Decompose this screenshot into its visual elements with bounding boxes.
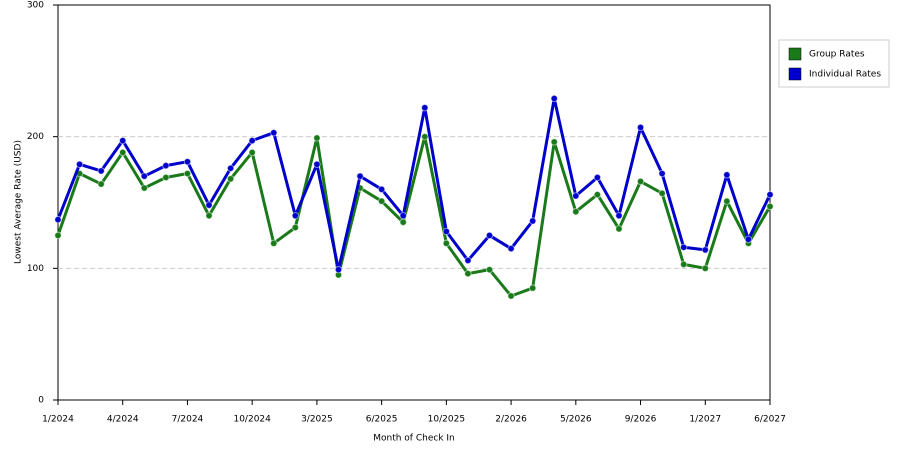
data-point	[248, 136, 256, 145]
data-point	[291, 211, 300, 220]
data-point	[636, 177, 645, 186]
x-tick-label: 7/2024	[172, 415, 204, 425]
data-point	[119, 148, 127, 157]
data-point	[442, 227, 451, 236]
y-tick-label: 200	[27, 132, 44, 142]
data-point	[183, 169, 192, 178]
data-point	[248, 148, 256, 157]
data-point	[766, 190, 774, 199]
x-tick-label: 6/2025	[366, 415, 398, 425]
data-point	[658, 189, 666, 197]
x-tick-label: 5/2026	[560, 415, 592, 425]
data-point	[464, 256, 472, 265]
data-point	[528, 217, 537, 225]
legend-label: Individual Rates	[809, 70, 881, 80]
data-point	[313, 134, 321, 142]
plot-frame	[57, 4, 771, 401]
data-point	[356, 172, 364, 180]
data-point	[766, 202, 774, 211]
x-tick-label: 4/2024	[107, 415, 139, 425]
data-point	[528, 284, 537, 292]
data-point	[54, 231, 62, 240]
data-point	[162, 161, 170, 170]
x-tick-label: 10/2025	[428, 415, 465, 425]
data-point	[572, 192, 580, 200]
data-point	[97, 167, 105, 175]
data-point	[723, 171, 731, 179]
data-point	[226, 164, 235, 172]
legend-label: Group Rates	[809, 50, 865, 60]
data-point	[658, 169, 666, 178]
y-tick-label: 100	[27, 264, 44, 274]
data-point	[119, 136, 127, 145]
data-point	[270, 129, 278, 137]
data-point	[615, 225, 623, 233]
data-point	[97, 180, 105, 188]
data-point	[636, 123, 645, 132]
data-point	[701, 264, 709, 273]
data-point	[226, 175, 235, 183]
data-point	[507, 244, 515, 253]
x-tick-label: 2/2026	[495, 415, 527, 425]
legend-swatch	[788, 67, 802, 81]
data-point	[399, 218, 407, 226]
x-axis-label: Month of Check In	[373, 434, 455, 444]
y-tick-label: 300	[27, 1, 44, 11]
data-point	[205, 201, 213, 209]
x-tick-label: 9/2026	[625, 415, 657, 425]
data-point	[313, 160, 321, 169]
data-point	[140, 184, 149, 192]
data-point	[723, 197, 731, 205]
data-point	[464, 269, 472, 278]
series-line	[56, 96, 772, 272]
data-point	[140, 172, 149, 180]
data-point	[572, 208, 580, 216]
data-point	[377, 197, 386, 205]
data-point	[442, 239, 451, 248]
data-point	[377, 185, 386, 194]
data-point	[550, 94, 558, 103]
data-point	[421, 132, 429, 141]
x-tick-label: 1/2027	[689, 415, 721, 425]
data-point	[485, 265, 494, 274]
x-tick-label: 6/2027	[754, 415, 786, 425]
data-point	[485, 231, 494, 240]
series-line	[56, 135, 772, 298]
x-tick-label: 1/2024	[42, 415, 74, 425]
data-point	[54, 215, 62, 224]
data-point	[679, 243, 688, 251]
data-point	[399, 211, 407, 220]
x-tick-label: 10/2024	[233, 415, 271, 425]
data-point	[679, 260, 688, 269]
x-tick-label: 3/2025	[301, 415, 333, 425]
data-point	[593, 190, 602, 199]
data-point	[334, 265, 343, 274]
y-axis-label: Lowest Average Rate (USD)	[14, 140, 24, 264]
data-point	[183, 157, 192, 166]
data-point	[291, 223, 300, 232]
data-point	[421, 104, 429, 112]
data-point	[507, 292, 515, 300]
legend-swatch	[788, 47, 802, 61]
y-tick-label: 0	[38, 396, 44, 406]
data-point	[162, 173, 170, 182]
data-point	[615, 211, 623, 220]
data-point	[205, 211, 213, 220]
data-point	[550, 138, 558, 146]
data-point	[270, 239, 278, 248]
data-point	[701, 246, 709, 254]
data-point	[75, 160, 84, 169]
data-point	[593, 173, 602, 182]
data-point	[744, 235, 753, 244]
